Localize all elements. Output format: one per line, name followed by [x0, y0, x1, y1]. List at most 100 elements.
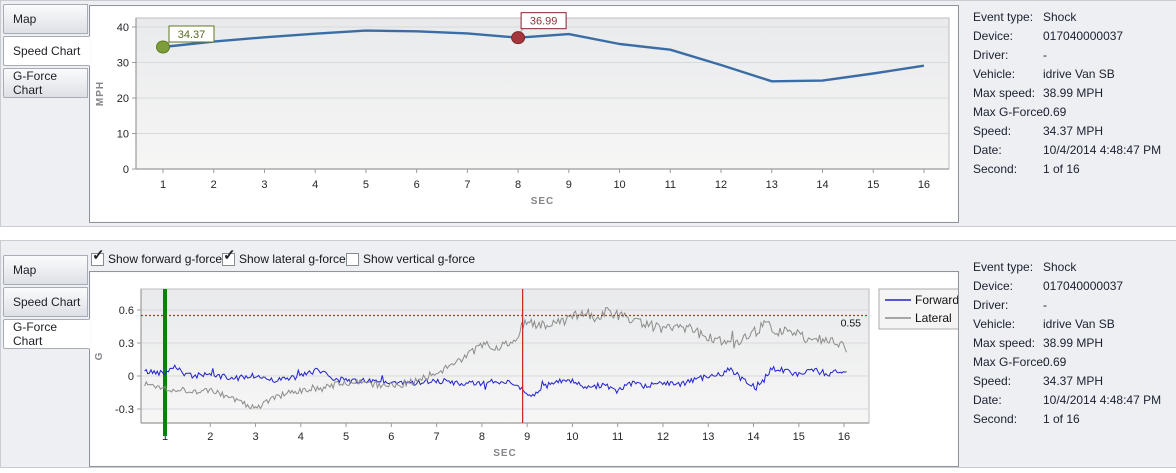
- start-second-marker[interactable]: [156, 40, 170, 54]
- info-row: Max speed: 38.99 MPH: [973, 86, 1173, 104]
- info-row: Date: 10/4/2014 4:48:47 PM: [973, 143, 1173, 161]
- info-value: 1 of 16: [1043, 412, 1080, 426]
- x-tick-label: 8: [515, 179, 521, 191]
- y-tick-label: -0.3: [115, 404, 134, 416]
- info-row: Device: 017040000037: [973, 279, 1173, 297]
- marker-label: 36.99: [530, 16, 558, 28]
- x-tick-label: 1: [162, 431, 168, 443]
- x-tick-label: 1: [160, 179, 166, 191]
- tab-speed-chart[interactable]: Speed Chart: [3, 287, 88, 317]
- info-label: Speed:: [973, 124, 1012, 138]
- checkbox-show-forward-g-force[interactable]: ✓: [91, 248, 105, 266]
- info-label: Second:: [973, 162, 1018, 176]
- info-row: Max G-Force: 0.69: [973, 355, 1173, 373]
- info-value: Shock: [1043, 260, 1077, 274]
- tab-speed-chart[interactable]: Speed Chart: [3, 36, 90, 66]
- y-tick-label: 30: [117, 58, 129, 70]
- x-tick-label: 14: [816, 179, 828, 191]
- info-row: Max speed: 38.99 MPH: [973, 336, 1173, 354]
- legend: Forward Lateral: [878, 288, 958, 330]
- tab-map[interactable]: Map: [3, 255, 88, 285]
- event-second-marker[interactable]: [511, 31, 526, 45]
- x-tick-label: 16: [918, 179, 930, 191]
- info-row: Driver: -: [973, 48, 1173, 66]
- info-row: Speed: 34.37 MPH: [973, 124, 1173, 142]
- info-value: 1 of 16: [1043, 162, 1080, 176]
- gforce-chart-panel: -0.3 0 0.3 0.6 1 2 3 4 5 6 7 8 9 10 11 12 13 14 15 16 SEC G 0.…: [0, 240, 1176, 468]
- plot-area[interactable]: [135, 17, 950, 170]
- info-label: Max G-Force:: [973, 355, 1047, 369]
- x-tick-label: 7: [464, 179, 470, 191]
- x-tick-label: 15: [793, 431, 805, 443]
- x-tick-label: 2: [211, 179, 217, 191]
- x-tick-label: 4: [298, 431, 304, 443]
- info-value: idrive Van SB: [1043, 317, 1115, 331]
- y-tick-label: 0: [128, 371, 134, 383]
- info-row: Second: 1 of 16: [973, 412, 1173, 430]
- checkbox-label[interactable]: Show forward g-force: [108, 252, 223, 266]
- info-label: Event type:: [973, 260, 1034, 274]
- x-tick-label: 10: [613, 179, 625, 191]
- info-value: 34.37 MPH: [1043, 374, 1104, 388]
- x-tick-label: 8: [479, 431, 485, 443]
- legend-box: [878, 288, 958, 330]
- checkbox-show-lateral-g-force[interactable]: ✓: [222, 248, 236, 266]
- tab-g-force-chart[interactable]: G-Force Chart: [3, 68, 88, 98]
- info-label: Max G-Force:: [973, 105, 1047, 119]
- x-tick-label: 5: [343, 431, 349, 443]
- y-tick-label: 10: [117, 129, 129, 141]
- info-value: 38.99 MPH: [1043, 336, 1104, 350]
- info-label: Max speed:: [973, 336, 1036, 350]
- info-label: Event type:: [973, 10, 1034, 24]
- info-value: 017040000037: [1043, 279, 1124, 293]
- info-value: 0.69: [1043, 105, 1067, 119]
- checkbox-label[interactable]: Show lateral g-force: [239, 252, 346, 266]
- info-row: Driver: -: [973, 298, 1173, 316]
- y-tick-label: 40: [117, 22, 129, 34]
- x-tick-label: 5: [363, 179, 369, 191]
- x-tick-label: 11: [612, 431, 623, 443]
- speed-line: [162, 29, 925, 83]
- y-tick-label: 0: [123, 164, 129, 176]
- info-row: Max G-Force: 0.69: [973, 105, 1173, 123]
- info-value: 34.37 MPH: [1043, 124, 1104, 138]
- x-tick-label: 14: [747, 431, 759, 443]
- speed-chart-panel: 0 10 20 30 40 1 2 3 4 5 6 7 8 9 10 11 12 13 14 15 16 SEC MPH 34…: [0, 0, 1176, 227]
- x-axis-title: SEC: [493, 448, 517, 459]
- info-row: Vehicle: idrive Van SB: [973, 67, 1173, 85]
- tab-label: Speed Chart: [13, 295, 81, 309]
- gforce-chart[interactable]: -0.300.30.61 2 3 4 5 6 7 8 9 10 11 12 13 14 15 16SECG0.…: [90, 272, 958, 466]
- x-tick-label: 6: [388, 431, 394, 443]
- info-label: Vehicle:: [973, 317, 1016, 331]
- info-value: 10/4/2014 4:48:47 PM: [1043, 393, 1162, 407]
- x-tick-label: 4: [312, 179, 318, 191]
- legend-entry-label: Forward: [915, 293, 958, 307]
- x-tick-label: 7: [434, 431, 440, 443]
- tab-g-force-chart[interactable]: G-Force Chart: [3, 319, 90, 349]
- tab-label: Map: [13, 263, 37, 277]
- y-tick-label: 20: [117, 93, 129, 105]
- x-tick-label: 11: [665, 179, 676, 191]
- checkbox-label[interactable]: Show vertical g-force: [363, 252, 476, 266]
- speed-chart-box: 0 10 20 30 40 1 2 3 4 5 6 7 8 9 10 11 12 13 14 15 16 SEC MPH 34…: [89, 5, 959, 223]
- x-tick-label: 13: [766, 179, 778, 191]
- tab-map[interactable]: Map: [3, 4, 88, 34]
- y-axis-title: MPH: [95, 81, 106, 106]
- info-label: Second:: [973, 412, 1018, 426]
- info-row: Event type: Shock: [973, 10, 1173, 28]
- tab-label: G-Force Chart: [13, 320, 58, 348]
- y-tick-label: 0.3: [119, 338, 134, 350]
- checkbox-show-vertical-g-force[interactable]: [346, 253, 359, 266]
- x-tick-label: 10: [566, 431, 578, 443]
- info-value: 017040000037: [1043, 29, 1124, 43]
- info-label: Driver:: [973, 48, 1009, 62]
- plot-area[interactable]: [140, 288, 870, 424]
- info-value: -: [1043, 48, 1047, 62]
- x-tick-label: 3: [261, 179, 267, 191]
- info-row: Speed: 34.37 MPH: [973, 374, 1173, 392]
- info-label: Vehicle:: [973, 67, 1016, 81]
- x-tick-label: 2: [207, 431, 213, 443]
- info-label: Device:: [973, 29, 1014, 43]
